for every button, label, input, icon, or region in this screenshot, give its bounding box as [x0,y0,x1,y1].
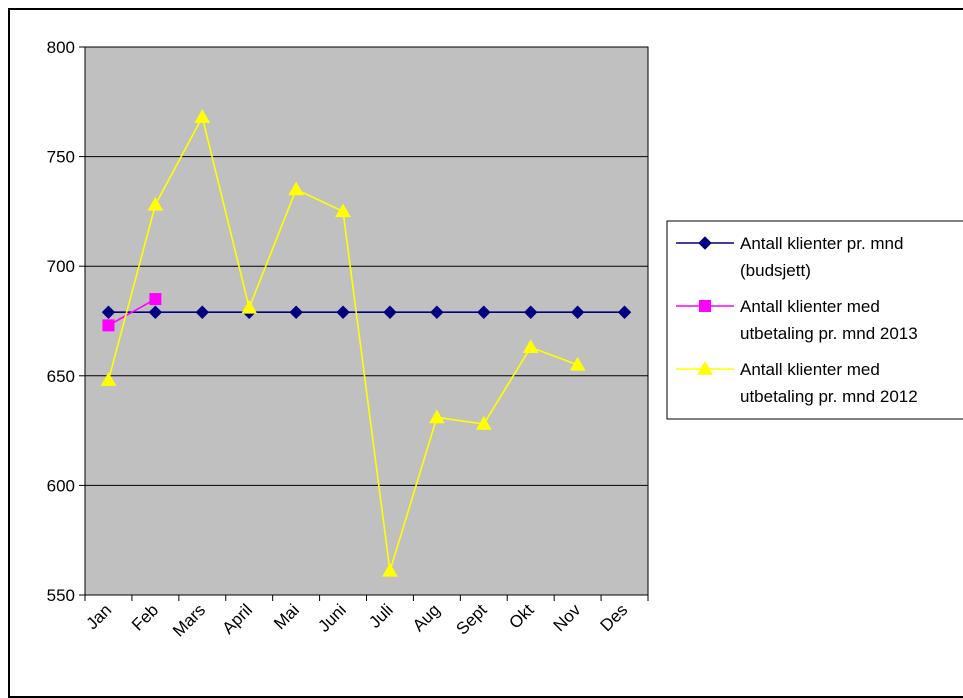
data-point [570,305,585,319]
data-point [524,305,538,319]
x-tick-label: Mars [169,600,209,640]
data-point [522,339,539,354]
legend-box [666,220,963,420]
x-tick-label: Juni [314,600,349,635]
data-point [149,293,162,306]
data-point [382,562,398,577]
data-point [147,196,164,211]
y-tick-label: 550 [47,586,75,605]
legend-entry: Antall klienter med utbetaling pr. mnd 20… [676,360,918,406]
data-point [288,181,304,196]
series-3 [100,109,586,577]
series-2 [102,293,162,332]
series-line [108,298,156,327]
plot-area [84,46,649,596]
y-tick-label: 600 [47,476,75,495]
data-point [698,236,712,250]
data-point [102,319,115,332]
data-point [477,305,491,319]
data-point [195,305,209,319]
legend-label: Antall klienter pr. mnd [740,234,903,253]
data-point [383,305,397,319]
x-tick-label: Sept [452,600,490,638]
x-tick-label: Des [597,600,632,635]
x-tick-label: Mai [270,600,303,633]
legend-label: utbetaling pr. mnd 2012 [740,387,918,406]
legend-label: Antall klienter med [740,360,880,379]
data-point [335,203,351,218]
legend-entry: Antall klienter med utbetaling pr. mnd 20… [676,297,918,343]
data-point [697,360,713,375]
legend-label: utbetaling pr. mnd 2013 [740,324,918,343]
data-point [475,416,492,430]
legend-label: (budsjett) [740,261,811,280]
x-tick-labels: Jan Feb Mars April Mai Juni Juli Aug Sept Okt Nov D… [82,600,631,641]
x-tick-label: April [219,600,256,637]
data-point [429,409,445,424]
y-tick-label: 800 [47,38,75,57]
x-tick-label: Jan [82,600,115,633]
data-point [148,305,163,319]
y-tick-labels: 550 600 650 700 750 800 [47,38,75,605]
y-tick-label: 700 [47,257,75,276]
data-point [569,356,586,371]
y-tick-label: 650 [47,367,75,386]
data-point [336,305,350,319]
x-tick-label: Juli [365,600,396,631]
x-tick-label: Feb [128,600,162,634]
data-point [241,299,258,314]
data-point [101,305,116,319]
x-tick-label: Aug [409,600,444,635]
data-point [699,300,711,312]
axes [79,46,649,601]
legend-label: Antall klienter med [740,297,880,316]
data-point [289,305,303,319]
series-group [100,109,632,577]
legend-entry: Antall klienter pr. mnd (budsjett) [676,234,903,280]
data-point [617,305,632,319]
data-point [194,109,211,123]
x-tick-label: Okt [505,600,537,632]
data-point [430,305,444,319]
data-point [100,372,117,386]
y-tick-label: 750 [47,148,75,167]
x-tick-label: Nov [550,600,585,635]
grid-lines [85,156,648,486]
legend: Antall klienter pr. mnd(budsjett)Antall … [666,220,963,420]
